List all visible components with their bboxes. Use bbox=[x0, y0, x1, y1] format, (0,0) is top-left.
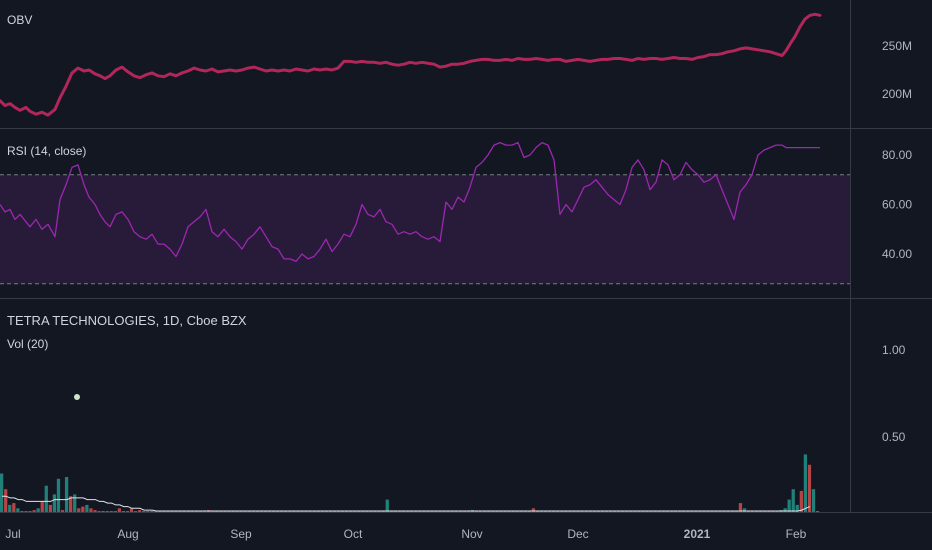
volume-bar bbox=[16, 508, 20, 512]
volume-bar bbox=[8, 504, 12, 512]
volume-tick-label: 1.00 bbox=[882, 343, 906, 357]
volume-bar bbox=[113, 511, 117, 512]
volume-bar bbox=[48, 504, 52, 512]
volume-bar bbox=[20, 511, 24, 512]
time-axis-label: Aug bbox=[117, 527, 138, 541]
rsi-tick-label: 60.00 bbox=[882, 198, 912, 212]
volume-bar bbox=[77, 508, 81, 512]
volume-bar bbox=[105, 511, 109, 512]
volume-bar bbox=[32, 510, 36, 512]
volume-bar bbox=[138, 510, 142, 512]
volume-bar bbox=[133, 511, 138, 512]
volume-bar bbox=[12, 503, 16, 512]
time-axis-label: Oct bbox=[344, 527, 363, 541]
volume-title[interactable]: Vol (20) bbox=[7, 337, 48, 351]
obv-series-line bbox=[0, 12, 822, 117]
volume-bar bbox=[52, 494, 57, 512]
time-axis[interactable]: Jul Aug Sep Oct Nov Dec 2021 Feb bbox=[5, 527, 806, 541]
rsi-price-axis[interactable]: 80.00 60.00 40.00 bbox=[882, 148, 912, 261]
event-marker[interactable] bbox=[74, 394, 80, 400]
volume-bar bbox=[738, 503, 743, 512]
rsi-pane[interactable]: RSI (14, close) 80.00 60.00 40.00 bbox=[0, 141, 912, 285]
volume-bar bbox=[154, 511, 158, 512]
volume-bar bbox=[73, 494, 77, 512]
volume-bar bbox=[0, 473, 4, 512]
rsi-band-background bbox=[0, 174, 850, 284]
volume-bar bbox=[815, 511, 820, 512]
volume-price-axis[interactable]: 1.00 0.50 bbox=[882, 343, 906, 444]
time-axis-label: Feb bbox=[786, 527, 807, 541]
volume-bar bbox=[531, 508, 536, 512]
rsi-tick-label: 40.00 bbox=[882, 247, 912, 261]
time-axis-label: Nov bbox=[461, 527, 482, 541]
symbol-title[interactable]: TETRA TECHNOLOGIES, 1D, Cboe BZX bbox=[7, 313, 247, 328]
volume-bar bbox=[60, 510, 65, 512]
volume-bar bbox=[787, 499, 791, 512]
volume-bar bbox=[28, 511, 32, 512]
volume-bar bbox=[89, 508, 93, 512]
rsi-title[interactable]: RSI (14, close) bbox=[7, 144, 86, 158]
volume-bar bbox=[97, 511, 101, 512]
volume-bar bbox=[121, 511, 126, 512]
obv-title[interactable]: OBV bbox=[7, 13, 32, 27]
volume-bar bbox=[36, 508, 40, 512]
volume-ma-line bbox=[2, 495, 811, 512]
volume-bar bbox=[24, 511, 28, 512]
obv-tick-label: 200M bbox=[882, 87, 912, 101]
volume-bar bbox=[150, 511, 154, 512]
volume-tick-label: 0.50 bbox=[882, 430, 906, 444]
volume-bar bbox=[40, 501, 44, 512]
time-axis-label: 2021 bbox=[684, 527, 711, 541]
volume-bar bbox=[783, 508, 787, 512]
volume-bar bbox=[129, 508, 134, 512]
volume-bar bbox=[146, 511, 150, 512]
main-pane[interactable]: TETRA TECHNOLOGIES, 1D, Cboe BZX Vol (20… bbox=[0, 313, 906, 512]
volume-bar bbox=[142, 511, 146, 512]
volume-bar bbox=[791, 489, 795, 512]
obv-tick-label: 250M bbox=[882, 39, 912, 53]
volume-bar bbox=[795, 504, 799, 512]
volume-bar bbox=[807, 464, 812, 512]
volume-bar bbox=[109, 511, 113, 512]
volume-bar bbox=[742, 508, 747, 512]
volume-bar bbox=[56, 478, 61, 512]
pane-separators bbox=[0, 0, 932, 513]
rsi-series-line bbox=[0, 141, 820, 263]
obv-price-axis[interactable]: 250M 200M bbox=[882, 39, 912, 101]
volume-bar bbox=[125, 511, 130, 512]
volume-bar bbox=[385, 499, 389, 512]
volume-bar bbox=[4, 489, 8, 512]
volume-bar bbox=[803, 454, 808, 512]
volume-bar bbox=[81, 506, 85, 512]
volume-bar bbox=[799, 490, 803, 512]
volume-bar bbox=[811, 489, 816, 512]
obv-pane[interactable]: OBV 250M 200M bbox=[0, 12, 912, 117]
volume-bar bbox=[69, 496, 73, 512]
volume-bar bbox=[64, 477, 69, 512]
time-axis-label: Jul bbox=[5, 527, 20, 541]
volume-bar bbox=[101, 511, 105, 512]
volume-bar bbox=[117, 508, 121, 512]
time-axis-label: Dec bbox=[567, 527, 588, 541]
volume-bar bbox=[44, 485, 48, 512]
volume-bar bbox=[93, 510, 97, 512]
time-axis-label: Sep bbox=[230, 527, 252, 541]
rsi-tick-label: 80.00 bbox=[882, 148, 912, 162]
volume-bar bbox=[85, 504, 89, 512]
